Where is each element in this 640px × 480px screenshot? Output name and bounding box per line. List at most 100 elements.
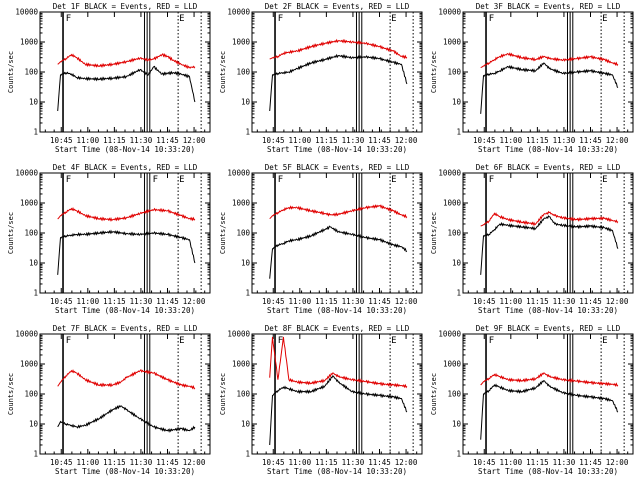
flag-letter: E bbox=[391, 14, 396, 24]
y-tick-label: 1000 bbox=[232, 360, 251, 369]
x-tick-label: 11:15 bbox=[526, 136, 549, 145]
detector-panel: Det 5F BLACK = Events, RED = LLD 1 10 100 10… bbox=[219, 163, 423, 315]
x-tick-label: 10:45 bbox=[262, 458, 285, 467]
x-tick-label: 11:00 bbox=[289, 297, 312, 306]
x-tick-label: 12:00 bbox=[606, 297, 629, 306]
y-tick-label: 1 bbox=[456, 289, 461, 298]
flag-letter: E bbox=[179, 336, 184, 346]
y-tick-label: 100 bbox=[236, 390, 250, 399]
lld-rate-line bbox=[269, 204, 408, 220]
x-tick-label: 11:30 bbox=[553, 136, 576, 145]
x-axis-label: Start Time (08-Nov-14 10:33:20) bbox=[55, 306, 195, 315]
y-tick-label: 10 bbox=[241, 98, 251, 107]
x-tick-label: 11:15 bbox=[526, 458, 549, 467]
x-axis-label: Start Time (08-Nov-14 10:33:20) bbox=[478, 306, 618, 315]
events-rate-line bbox=[480, 62, 619, 114]
x-tick-label: 11:15 bbox=[103, 136, 126, 145]
y-tick-label: 10000 bbox=[15, 169, 38, 178]
y-tick-label: 1 bbox=[33, 450, 38, 459]
y-axis-label: Counts/sec bbox=[219, 51, 227, 93]
y-tick-label: 10000 bbox=[438, 169, 461, 178]
y-tick-label: 1000 bbox=[443, 360, 462, 369]
detector-panel: Det 9F BLACK = Events, RED = LLD 1 10 100 10… bbox=[430, 324, 634, 476]
x-tick-label: 11:30 bbox=[553, 297, 576, 306]
y-axis-label: Counts/sec bbox=[219, 373, 227, 415]
panel-title: Det 6F BLACK = Events, RED = LLD bbox=[476, 163, 621, 172]
x-tick-label: 10:45 bbox=[262, 297, 285, 306]
events-rate-line bbox=[480, 379, 619, 440]
flag-letter: F bbox=[278, 175, 283, 185]
x-tick-label: 12:00 bbox=[606, 458, 629, 467]
panel-title: Det 9F BLACK = Events, RED = LLD bbox=[476, 324, 621, 333]
y-tick-label: 100 bbox=[447, 229, 461, 238]
y-tick-label: 10000 bbox=[15, 330, 38, 339]
x-tick-label: 12:00 bbox=[183, 136, 206, 145]
x-tick-label: 10:45 bbox=[50, 136, 73, 145]
y-tick-label: 1000 bbox=[20, 199, 39, 208]
x-tick-label: 10:45 bbox=[50, 458, 73, 467]
x-tick-label: 11:30 bbox=[553, 458, 576, 467]
y-tick-label: 1000 bbox=[232, 38, 251, 47]
x-tick-label: 11:00 bbox=[289, 458, 312, 467]
lld-rate-line bbox=[269, 336, 408, 389]
x-tick-label: 11:15 bbox=[103, 458, 126, 467]
panel-title: Det 5F BLACK = Events, RED = LLD bbox=[265, 163, 410, 172]
events-rate-line bbox=[57, 229, 196, 275]
y-tick-label: 100 bbox=[24, 68, 38, 77]
y-tick-label: 100 bbox=[236, 229, 250, 238]
y-tick-label: 10000 bbox=[227, 169, 250, 178]
x-axis-label: Start Time (08-Nov-14 10:33:20) bbox=[267, 306, 407, 315]
events-rate-line bbox=[57, 404, 196, 433]
x-tick-label: 11:30 bbox=[342, 136, 365, 145]
x-tick-label: 12:00 bbox=[183, 458, 206, 467]
flag-letter: E bbox=[602, 175, 607, 185]
y-tick-label: 1 bbox=[456, 128, 461, 137]
detector-panel: Det 8F BLACK = Events, RED = LLD 1 10 100 10… bbox=[219, 324, 423, 476]
y-tick-label: 10000 bbox=[227, 330, 250, 339]
y-axis-label: Counts/sec bbox=[7, 373, 15, 415]
flag-letter: F bbox=[66, 336, 71, 346]
flag-letter: E bbox=[179, 175, 184, 185]
x-tick-label: 11:00 bbox=[77, 297, 100, 306]
flag-letter: E bbox=[602, 336, 607, 346]
lld-rate-line bbox=[480, 52, 619, 69]
x-tick-label: 11:15 bbox=[103, 297, 126, 306]
y-tick-label: 10 bbox=[29, 420, 39, 429]
y-tick-label: 10000 bbox=[15, 8, 38, 17]
y-tick-label: 10 bbox=[29, 98, 39, 107]
x-axis-label: Start Time (08-Nov-14 10:33:20) bbox=[267, 467, 407, 476]
x-tick-label: 11:45 bbox=[156, 458, 179, 467]
x-tick-label: 11:45 bbox=[579, 297, 602, 306]
x-tick-label: 11:45 bbox=[368, 297, 391, 306]
y-axis-label: Counts/sec bbox=[430, 373, 438, 415]
x-axis-label: Start Time (08-Nov-14 10:33:20) bbox=[478, 467, 618, 476]
x-axis-label: Start Time (08-Nov-14 10:33:20) bbox=[478, 145, 618, 154]
flag-letter: F bbox=[489, 14, 494, 24]
flag-letter: E bbox=[602, 14, 607, 24]
x-axis-label: Start Time (08-Nov-14 10:33:20) bbox=[55, 145, 195, 154]
y-tick-label: 10 bbox=[452, 259, 462, 268]
y-tick-label: 10 bbox=[241, 420, 251, 429]
x-tick-label: 11:30 bbox=[130, 458, 153, 467]
y-tick-label: 1 bbox=[456, 450, 461, 459]
y-tick-label: 10 bbox=[29, 259, 39, 268]
flag-letter: F bbox=[278, 336, 283, 346]
detector-panel: Det 7F BLACK = Events, RED = LLD 1 10 100 10… bbox=[7, 324, 211, 476]
y-tick-label: 100 bbox=[24, 390, 38, 399]
x-tick-label: 12:00 bbox=[606, 136, 629, 145]
lld-rate-line bbox=[480, 210, 619, 227]
x-tick-label: 12:00 bbox=[183, 297, 206, 306]
y-tick-label: 100 bbox=[447, 68, 461, 77]
y-tick-label: 10 bbox=[241, 259, 251, 268]
panel-title: Det 3F BLACK = Events, RED = LLD bbox=[476, 2, 621, 11]
x-tick-label: 10:45 bbox=[50, 297, 73, 306]
events-rate-line bbox=[57, 65, 196, 112]
detector-panel: Det 2F BLACK = Events, RED = LLD 1 10 100 10… bbox=[219, 2, 423, 154]
panel-title: Det 2F BLACK = Events, RED = LLD bbox=[265, 2, 410, 11]
y-axis-label: Counts/sec bbox=[430, 51, 438, 93]
y-axis-label: Counts/sec bbox=[7, 212, 15, 254]
x-tick-label: 10:45 bbox=[473, 297, 496, 306]
x-tick-label: 10:45 bbox=[473, 458, 496, 467]
